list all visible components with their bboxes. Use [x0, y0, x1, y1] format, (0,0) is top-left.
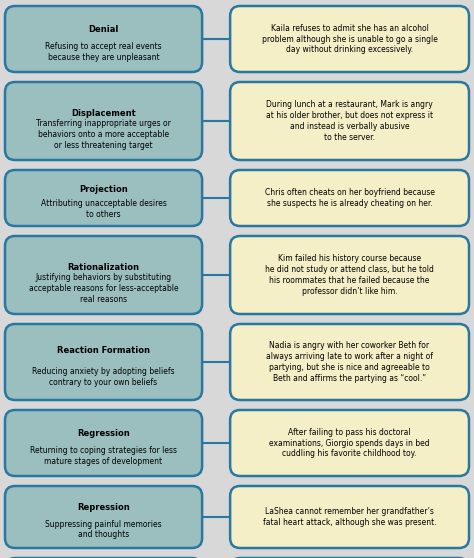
Text: Kim failed his history course because
he did not study or attend class, but he t: Kim failed his history course because he… [265, 254, 434, 296]
FancyBboxPatch shape [5, 486, 202, 548]
FancyBboxPatch shape [230, 410, 469, 476]
FancyBboxPatch shape [5, 170, 202, 226]
Text: Repression: Repression [77, 503, 130, 512]
Text: Attributing unacceptable desires
to others: Attributing unacceptable desires to othe… [41, 199, 166, 219]
Text: Transferring inappropriate urges or
behaviors onto a more acceptable
or less thr: Transferring inappropriate urges or beha… [36, 119, 171, 150]
FancyBboxPatch shape [5, 6, 202, 72]
Text: Suppressing painful memories
and thoughts: Suppressing painful memories and thought… [45, 519, 162, 539]
FancyBboxPatch shape [230, 170, 469, 226]
FancyBboxPatch shape [5, 324, 202, 400]
Text: Nadia is angry with her coworker Beth for
always arriving late to work after a n: Nadia is angry with her coworker Beth fo… [266, 341, 433, 383]
FancyBboxPatch shape [230, 82, 469, 160]
Text: Chris often cheats on her boyfriend because
she suspects he is already cheating : Chris often cheats on her boyfriend beca… [264, 188, 435, 208]
Text: Reaction Formation: Reaction Formation [57, 346, 150, 355]
Text: Kaila refuses to admit she has an alcohol
problem although she is unable to go a: Kaila refuses to admit she has an alcoho… [262, 24, 438, 54]
FancyBboxPatch shape [230, 324, 469, 400]
FancyBboxPatch shape [230, 236, 469, 314]
Text: During lunch at a restaurant, Mark is angry
at his older brother, but does not e: During lunch at a restaurant, Mark is an… [266, 100, 433, 142]
Text: Projection: Projection [79, 185, 128, 194]
Text: After failing to pass his doctoral
examinations, Giorgio spends days in bed
cudd: After failing to pass his doctoral exami… [269, 428, 430, 458]
FancyBboxPatch shape [5, 236, 202, 314]
Text: Returning to coping strategies for less
mature stages of development: Returning to coping strategies for less … [30, 446, 177, 466]
Text: Reducing anxiety by adopting beliefs
contrary to your own beliefs: Reducing anxiety by adopting beliefs con… [32, 367, 175, 387]
Text: Displacement: Displacement [71, 109, 136, 118]
Text: Justifying behaviors by substituting
acceptable reasons for less-acceptable
real: Justifying behaviors by substituting acc… [29, 273, 178, 304]
Text: Denial: Denial [88, 25, 119, 33]
FancyBboxPatch shape [230, 6, 469, 72]
Text: Regression: Regression [77, 429, 130, 437]
Text: Rationalization: Rationalization [68, 263, 139, 272]
Text: Refusing to accept real events
because they are unpleasant: Refusing to accept real events because t… [45, 42, 162, 62]
FancyBboxPatch shape [230, 486, 469, 548]
Text: LaShea cannot remember her grandfather’s
fatal heart attack, although she was pr: LaShea cannot remember her grandfather’s… [263, 507, 437, 527]
FancyBboxPatch shape [5, 410, 202, 476]
FancyBboxPatch shape [5, 82, 202, 160]
